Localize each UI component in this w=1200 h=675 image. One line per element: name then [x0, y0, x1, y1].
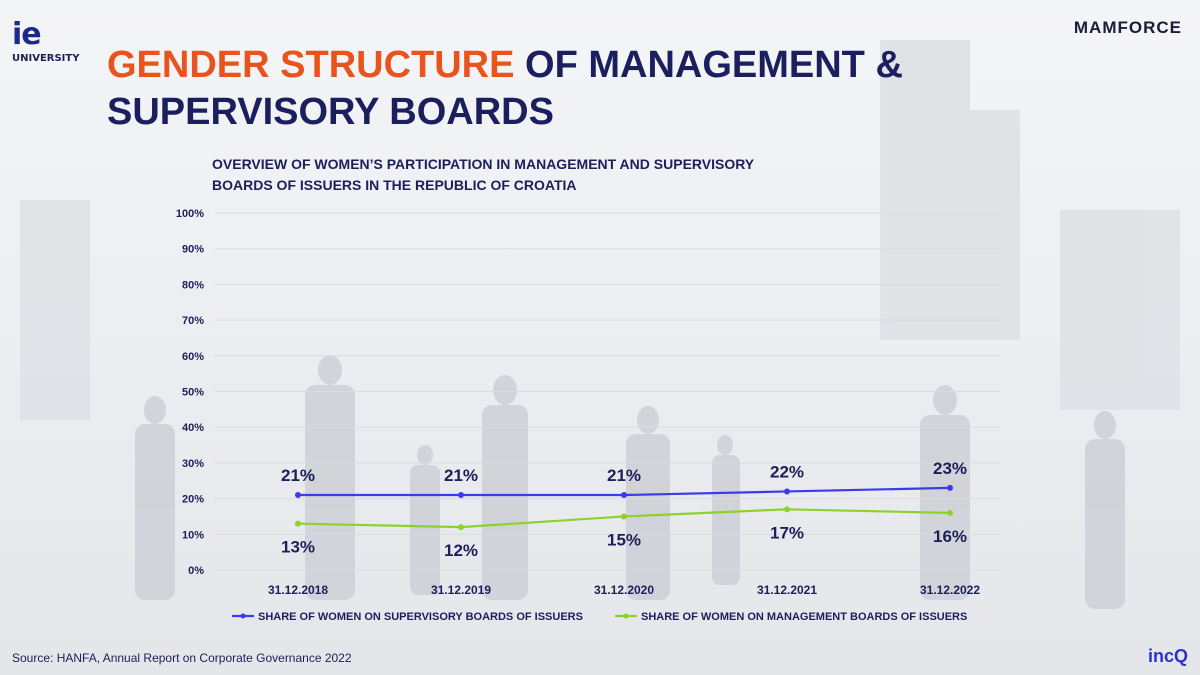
data-point: [621, 492, 627, 499]
data-label: 21%: [607, 466, 641, 485]
title-accent: GENDER STRUCTURE: [107, 44, 515, 86]
y-tick-label: 0%: [188, 565, 204, 577]
data-point: [621, 513, 627, 520]
y-tick-label: 90%: [182, 244, 204, 256]
page-title: GENDER STRUCTURE OF MANAGEMENT & SUPERVI…: [107, 42, 1007, 136]
y-tick-label: 60%: [182, 351, 204, 363]
y-tick-label: 70%: [182, 315, 204, 327]
data-point: [295, 492, 301, 499]
data-point: [458, 524, 464, 531]
legend-marker: [240, 613, 246, 619]
data-label: 13%: [281, 538, 315, 557]
source-note: Source: HANFA, Annual Report on Corporat…: [12, 651, 352, 665]
data-label: 22%: [770, 462, 804, 481]
data-label: 12%: [444, 541, 478, 560]
y-tick-label: 10%: [182, 529, 204, 541]
x-tick-label: 31.12.2020: [594, 583, 654, 597]
chart-title: OVERVIEW OF WOMEN’S PARTICIPATION IN MAN…: [212, 156, 754, 193]
y-tick-label: 30%: [182, 458, 204, 470]
data-label: 15%: [607, 530, 641, 549]
data-point: [947, 509, 953, 516]
ie-logo-text: UNIVERSITY: [12, 53, 80, 64]
data-point: [295, 520, 301, 527]
data-point: [784, 488, 790, 495]
data-label: 17%: [770, 523, 804, 542]
title-rest: OF MANAGEMENT & SUPERVISORY BOARDS: [107, 44, 903, 133]
x-tick-label: 31.12.2022: [920, 583, 980, 597]
y-tick-label: 40%: [182, 422, 204, 434]
data-label: 21%: [444, 466, 478, 485]
incq-logo: incQ: [1147, 646, 1188, 666]
x-tick-label: 31.12.2018: [268, 583, 328, 597]
data-point: [458, 492, 464, 499]
y-tick-label: 100%: [176, 208, 204, 220]
legend-label: SHARE OF WOMEN ON SUPERVISORY BOARDS OF …: [258, 611, 583, 623]
legend-marker: [623, 613, 629, 619]
data-label: 21%: [281, 466, 315, 485]
y-tick-label: 50%: [182, 387, 204, 399]
data-point: [784, 506, 790, 513]
ie-university-logo: ie UNIVERSITY: [12, 17, 80, 65]
x-tick-label: 31.12.2021: [757, 583, 817, 597]
legend-label: SHARE OF WOMEN ON MANAGEMENT BOARDS OF I…: [641, 611, 967, 623]
data-label: 23%: [933, 459, 967, 478]
ie-logo-mark: ie: [12, 17, 42, 52]
mamforce-logo: MAMFORCE: [1073, 18, 1182, 37]
y-tick-label: 80%: [182, 279, 204, 291]
y-tick-label: 20%: [182, 494, 204, 506]
data-point: [947, 484, 953, 491]
data-label: 16%: [933, 527, 967, 546]
x-tick-label: 31.12.2019: [431, 583, 491, 597]
